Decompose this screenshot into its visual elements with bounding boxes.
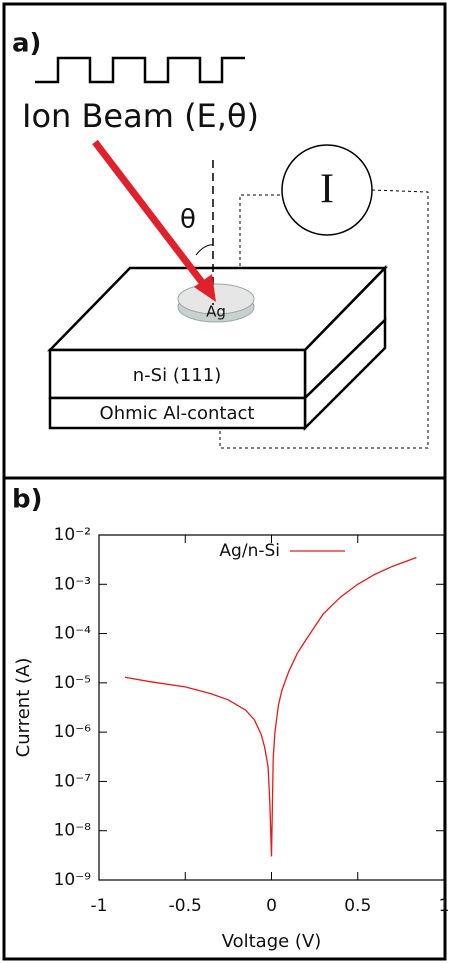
x-tick-label: 1	[439, 896, 449, 916]
y-axis-label: Current (A)	[13, 658, 34, 758]
x-tick-label: -0.5	[169, 896, 202, 916]
x-tick-label: 0.5	[344, 896, 371, 916]
x-tick-label: -1	[91, 896, 108, 916]
y-tick-label: 10⁻⁴	[54, 624, 92, 644]
substrate-label: n-Si (111)	[133, 365, 221, 386]
meter-label: I	[320, 167, 334, 213]
x-axis-label: Voltage (V)	[222, 931, 322, 952]
series-line	[125, 557, 417, 856]
panel-label: b)	[12, 485, 43, 515]
pulse-train	[35, 58, 245, 82]
y-tick-label: 10⁻⁵	[54, 673, 91, 693]
y-tick-label: 10⁻³	[54, 574, 91, 594]
figure: a) Ion Beam (E,θ) I n-Si (111) Ohmic Al-…	[0, 0, 449, 963]
angle-label: θ	[180, 205, 196, 235]
y-tick-label: 10⁻⁶	[54, 722, 92, 742]
angle-arc	[196, 245, 213, 255]
y-tick-label: 10⁻²	[54, 525, 91, 545]
electrode-label: Ag	[206, 303, 226, 321]
x-tick-label: 0	[266, 896, 277, 916]
y-tick-label: 10⁻⁹	[54, 870, 92, 890]
panel-label: a)	[12, 29, 41, 59]
y-tick-label: 10⁻⁸	[54, 821, 92, 841]
beam-label: Ion Beam (E,θ)	[22, 97, 259, 135]
legend-label: Ag/n-Si	[219, 541, 280, 561]
contact-label: Ohmic Al-contact	[100, 403, 255, 424]
y-tick-label: 10⁻⁷	[54, 771, 92, 791]
